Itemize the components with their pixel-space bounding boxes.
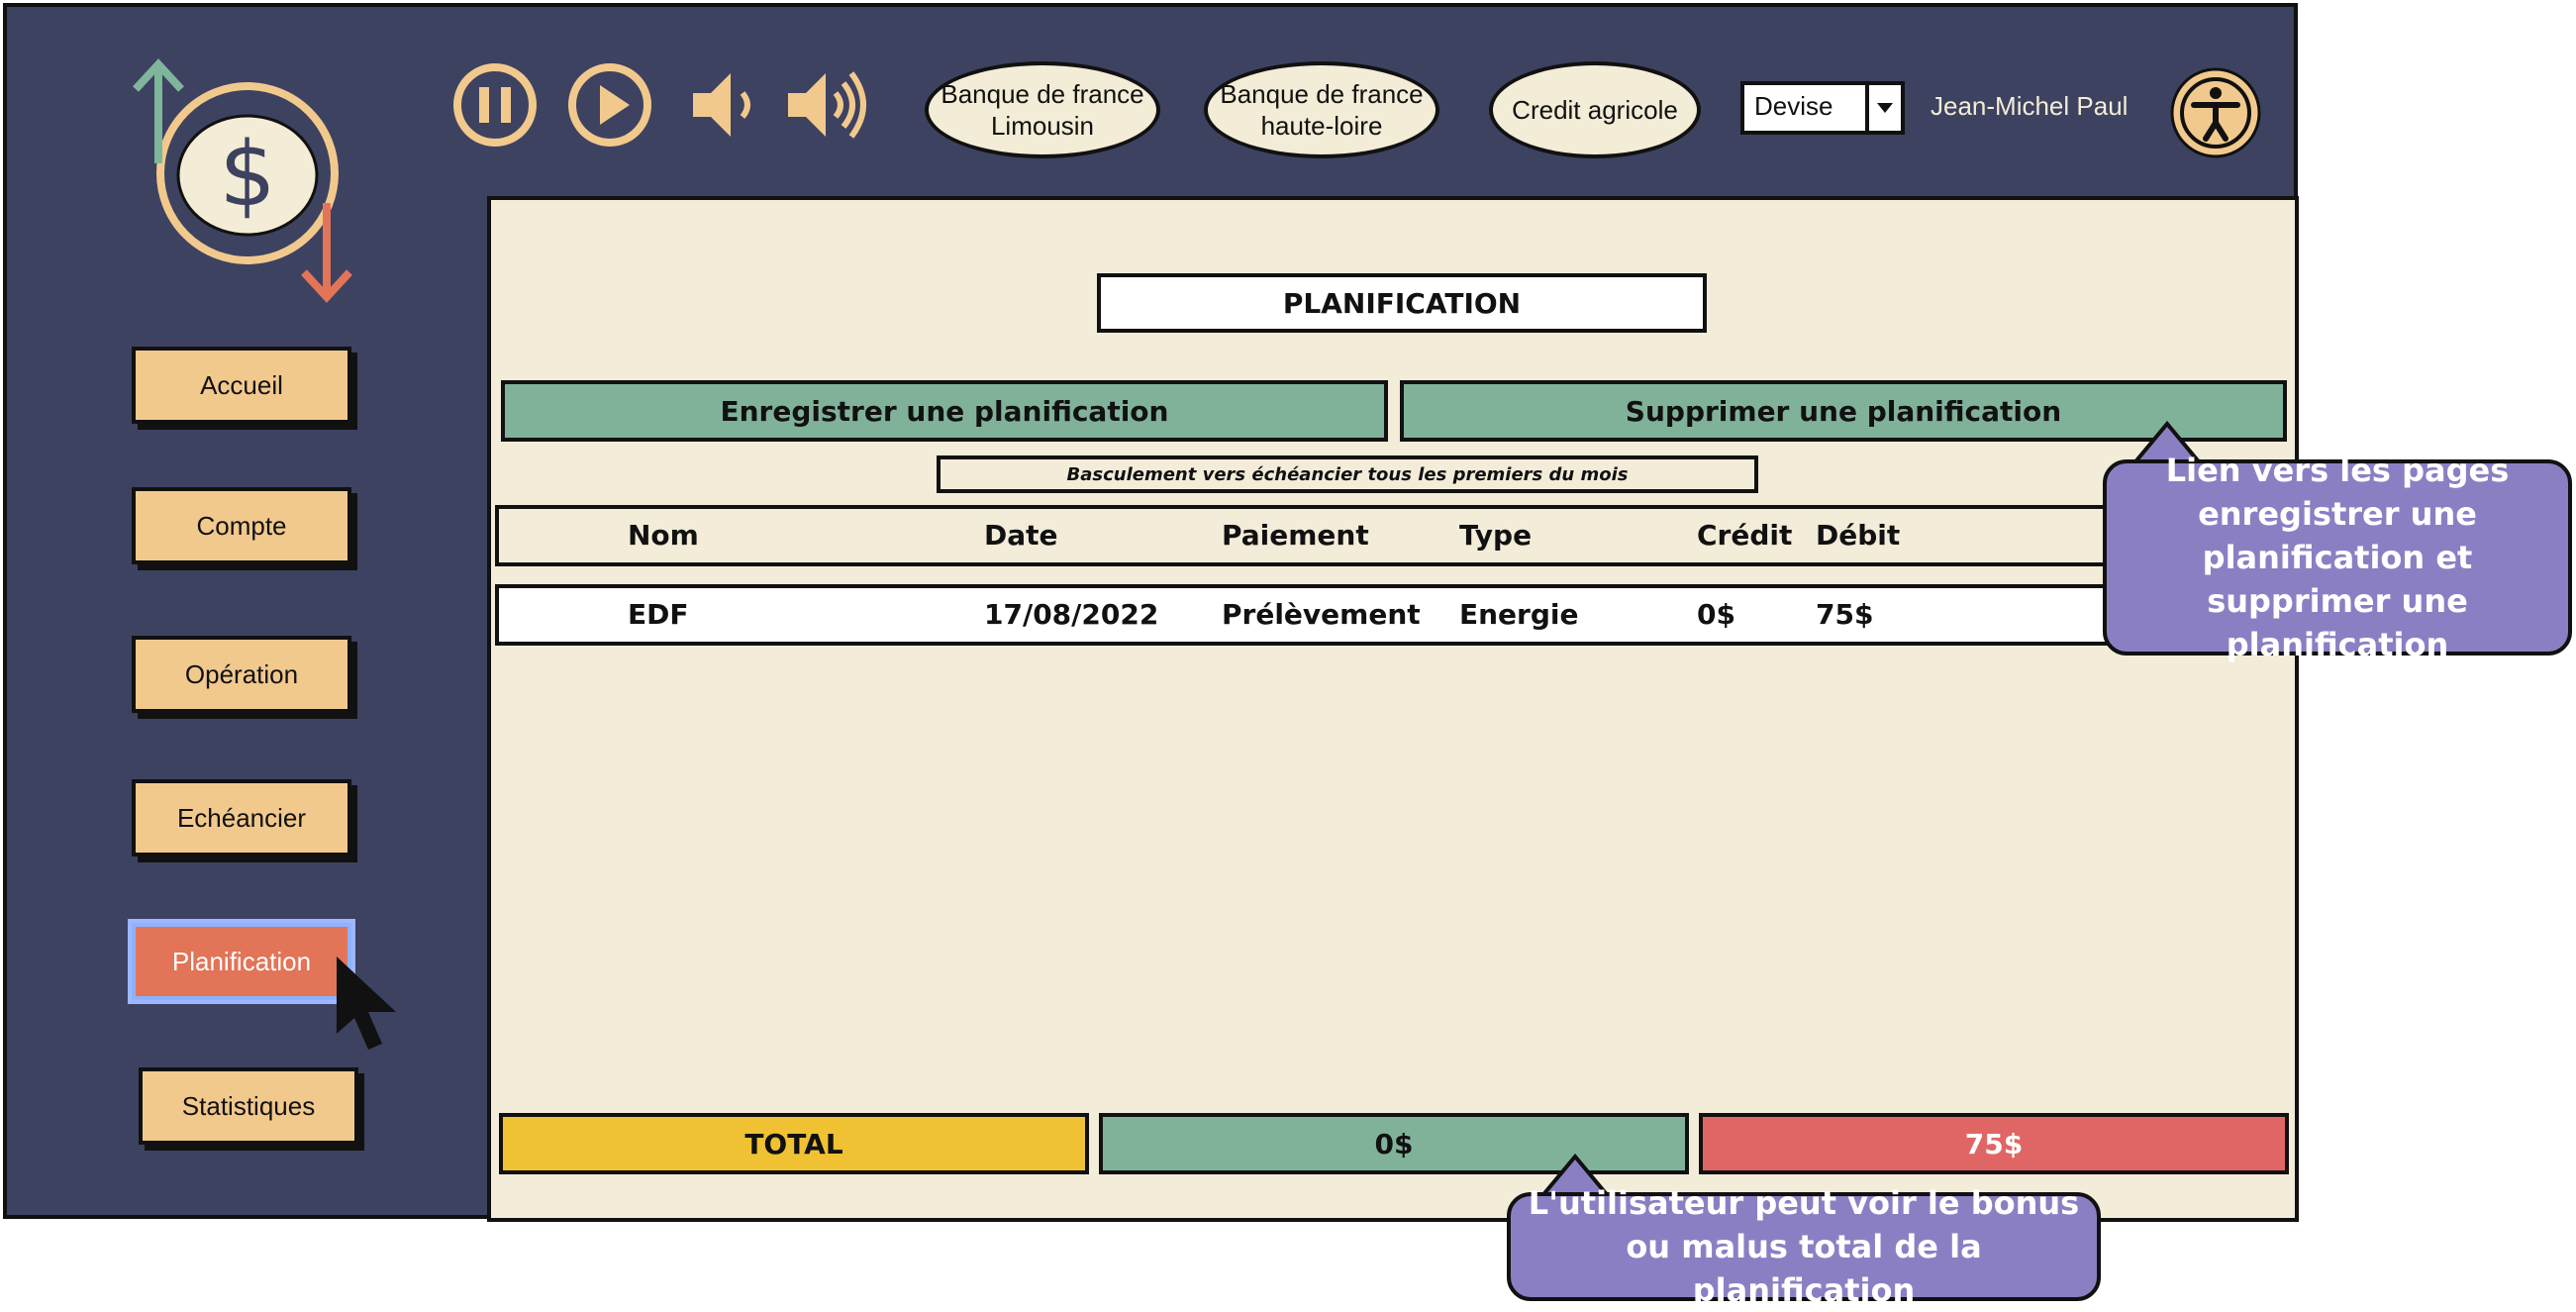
volume-high-icon[interactable] — [782, 59, 873, 151]
sidebar-item-statistiques[interactable]: Statistiques — [139, 1067, 358, 1145]
total-credit: 0$ — [1099, 1113, 1689, 1174]
total-label: TOTAL — [499, 1113, 1089, 1174]
bank-button-credit-agricole[interactable]: Credit agricole — [1489, 61, 1701, 158]
table-cell: Prélèvement — [1222, 598, 1421, 631]
bank-button-limousin[interactable]: Banque de france Limousin — [925, 61, 1160, 158]
volume-low-icon[interactable] — [683, 59, 774, 151]
column-header: Date — [984, 519, 1058, 552]
page-title: PLANIFICATION — [1097, 273, 1707, 333]
pause-icon[interactable] — [449, 59, 541, 151]
table-cell: 75$ — [1816, 598, 1874, 631]
table-cell: Energie — [1459, 598, 1579, 631]
delete-planification-button[interactable]: Supprimer une planification — [1400, 380, 2287, 442]
table-cell: 0$ — [1697, 598, 1735, 631]
callout-totals: L'utilisateur peut voir le bonus ou malu… — [1507, 1184, 2101, 1309]
main-panel — [487, 196, 2299, 1222]
column-header: Débit — [1816, 519, 1901, 552]
sidebar-item-echeancier[interactable]: Echéancier — [132, 779, 351, 857]
play-icon[interactable] — [564, 59, 655, 151]
column-header: Type — [1459, 519, 1533, 552]
chevron-down-icon[interactable] — [1865, 81, 1905, 135]
save-planification-button[interactable]: Enregistrer une planification — [501, 380, 1388, 442]
accessibility-icon[interactable] — [2168, 65, 2263, 160]
callout-links: Lien vers les pages enregistrer une plan… — [2103, 452, 2572, 663]
sidebar-item-compte[interactable]: Compte — [132, 487, 351, 564]
money-exchange-logo: $ — [133, 58, 352, 303]
table-cell: 17/08/2022 — [984, 598, 1159, 631]
column-header: Nom — [628, 519, 699, 552]
sidebar-item-operation[interactable]: Opération — [132, 636, 351, 713]
column-header: Paiement — [1222, 519, 1369, 552]
total-debit: 75$ — [1699, 1113, 2289, 1174]
schedule-note: Basculement vers échéancier tous les pre… — [937, 455, 1758, 493]
table-header: Nom Date Paiement Type Crédit Débit — [495, 505, 2127, 566]
table-row[interactable]: EDF 17/08/2022 Prélèvement Energie 0$ 75… — [495, 584, 2127, 646]
sidebar-item-accueil[interactable]: Accueil — [132, 347, 351, 424]
column-header: Crédit — [1697, 519, 1793, 552]
bank-button-haute-loire[interactable]: Banque de france haute-loire — [1204, 61, 1439, 158]
svg-text:$: $ — [219, 123, 275, 227]
user-name: Jean-Michel Paul — [1931, 91, 2129, 121]
sidebar-item-planification[interactable]: Planification — [128, 919, 355, 1004]
table-cell: EDF — [628, 598, 689, 631]
mouse-cursor-icon — [337, 957, 396, 1050]
